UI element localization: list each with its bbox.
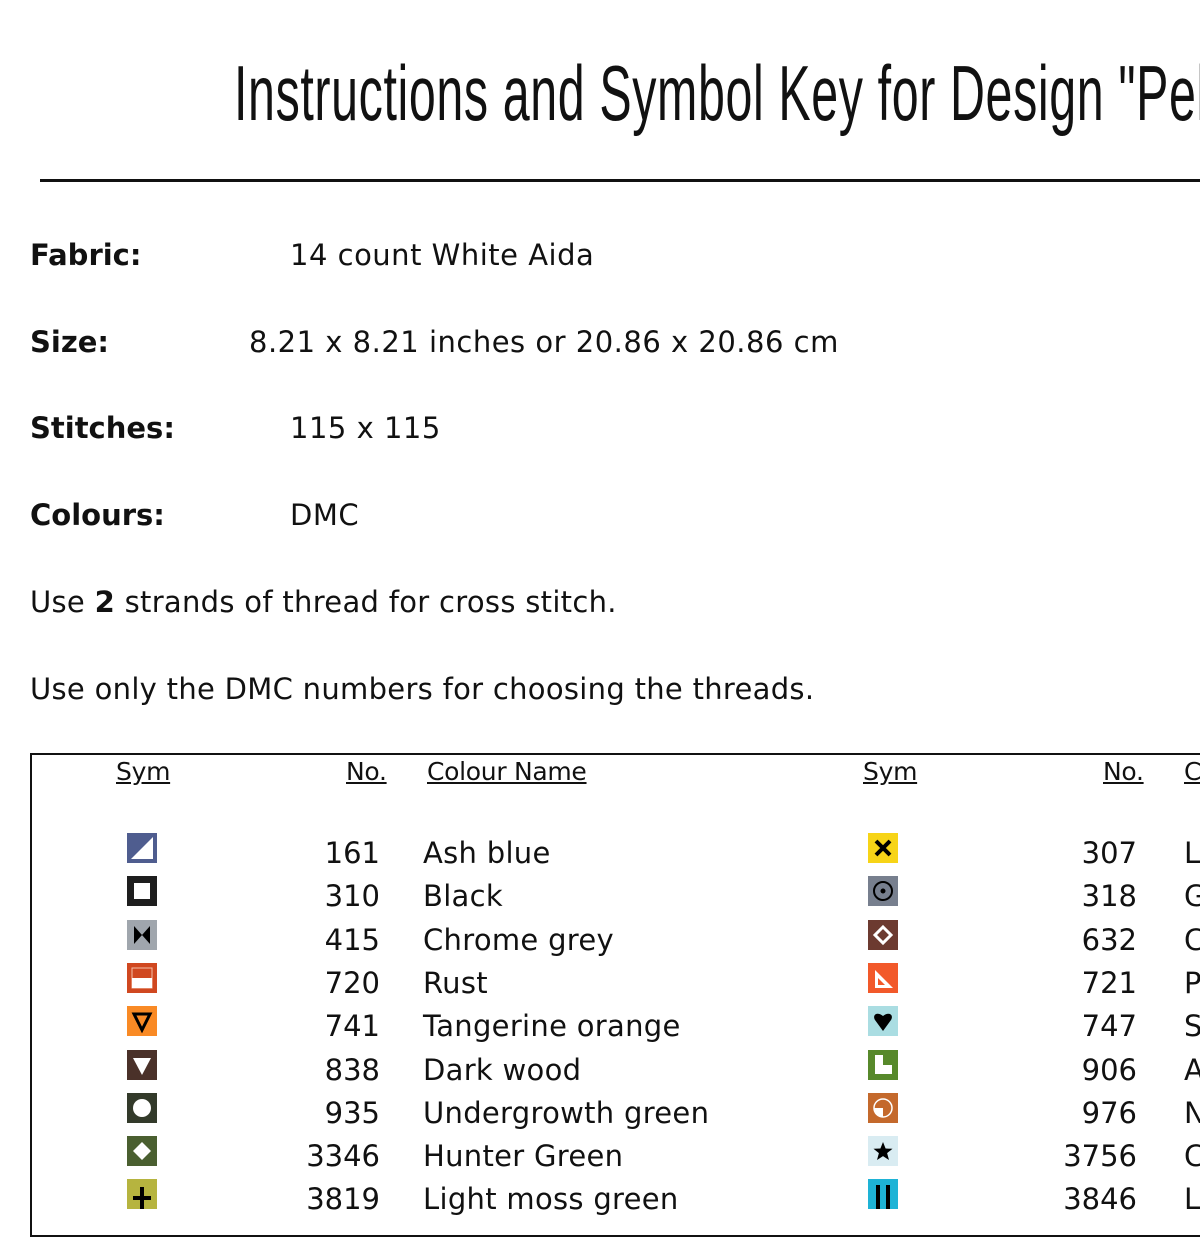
dmc-number: 3756 bbox=[1063, 1139, 1137, 1174]
dmc-number: 307 bbox=[1081, 836, 1137, 870]
bowtie-icon bbox=[127, 919, 157, 950]
header-sym-right: Sym bbox=[863, 757, 918, 786]
title-divider bbox=[40, 179, 1200, 182]
page-title: Instructions and Symbol Key for Design "… bbox=[234, 49, 1200, 137]
colour-name: L bbox=[1184, 836, 1200, 870]
dmc-number: 976 bbox=[1081, 1095, 1137, 1130]
half-rect-icon bbox=[127, 962, 157, 993]
fabric-value: 14 count White Aida bbox=[290, 238, 595, 272]
triangle-down-icon bbox=[127, 1049, 157, 1080]
colour-name: Dark wood bbox=[423, 1052, 582, 1087]
diamond-icon bbox=[127, 1136, 157, 1167]
heart-icon bbox=[868, 1006, 898, 1037]
fabric-label: Fabric: bbox=[30, 238, 142, 272]
dmc-number: 318 bbox=[1081, 879, 1137, 914]
colour-name: S bbox=[1184, 1009, 1200, 1044]
dmc-number: 3819 bbox=[306, 1182, 380, 1217]
quarter-circle-icon bbox=[868, 1092, 898, 1123]
dmc-instruction: Use only the DMC numbers for choosing th… bbox=[30, 672, 815, 706]
dot-circle-icon bbox=[868, 876, 898, 907]
header-sym: Sym bbox=[116, 757, 171, 786]
star-icon bbox=[868, 1136, 898, 1167]
colour-name: A bbox=[1184, 1052, 1200, 1087]
dmc-number: 632 bbox=[1081, 922, 1137, 957]
diamond-outline-icon bbox=[868, 919, 898, 950]
header-no: No. bbox=[346, 757, 387, 786]
half-triangle-icon bbox=[127, 833, 157, 863]
dmc-number: 741 bbox=[324, 1009, 380, 1044]
colour-name: G bbox=[1184, 879, 1200, 914]
colour-name: Undergrowth green bbox=[423, 1095, 710, 1130]
colour-name: L bbox=[1184, 1182, 1200, 1217]
stitches-value: 115 x 115 bbox=[290, 411, 441, 445]
triangle-down-outline-icon bbox=[127, 1006, 157, 1037]
stitches-label: Stitches: bbox=[30, 411, 175, 445]
colour-name: Rust bbox=[423, 965, 488, 1000]
set-square-icon bbox=[868, 962, 898, 993]
text: strands of thread for cross stitch. bbox=[115, 585, 617, 619]
text: Use bbox=[30, 585, 95, 619]
dmc-number: 721 bbox=[1081, 965, 1137, 1000]
dmc-number: 747 bbox=[1081, 1009, 1137, 1044]
square-outline-icon bbox=[127, 876, 157, 907]
header-colour-name-right: C bbox=[1184, 757, 1200, 786]
dmc-number: 838 bbox=[324, 1052, 380, 1087]
colour-name: Ash blue bbox=[423, 836, 551, 870]
colour-name: P bbox=[1184, 965, 1200, 1000]
dmc-number: 3846 bbox=[1063, 1182, 1137, 1217]
size-label: Size: bbox=[30, 325, 109, 359]
colours-label: Colours: bbox=[30, 498, 165, 532]
dmc-number: 720 bbox=[324, 965, 380, 1000]
circle-icon bbox=[127, 1092, 157, 1123]
colour-name: N bbox=[1184, 1095, 1200, 1130]
colour-name: Chrome grey bbox=[423, 922, 614, 957]
size-value: 8.21 x 8.21 inches or 20.86 x 20.86 cm bbox=[249, 325, 839, 359]
colour-name: C bbox=[1184, 922, 1200, 957]
header-colour-name: Colour Name bbox=[427, 757, 587, 786]
header-no-right: No. bbox=[1103, 757, 1144, 786]
colour-name: Black bbox=[423, 879, 503, 914]
colour-name: Hunter Green bbox=[423, 1139, 624, 1174]
u-shape-icon bbox=[868, 1179, 898, 1210]
colour-name: C bbox=[1184, 1139, 1200, 1174]
strands-instruction: Use 2 strands of thread for cross stitch… bbox=[30, 585, 617, 619]
dmc-number: 906 bbox=[1081, 1052, 1137, 1087]
x-icon bbox=[868, 833, 898, 863]
strand-count: 2 bbox=[94, 585, 116, 619]
dmc-number: 3346 bbox=[306, 1139, 380, 1174]
dmc-number: 310 bbox=[324, 879, 380, 914]
colour-name: Tangerine orange bbox=[423, 1009, 681, 1044]
dmc-number: 935 bbox=[324, 1095, 380, 1130]
colour-name: Light moss green bbox=[423, 1182, 679, 1217]
dmc-number: 415 bbox=[324, 922, 380, 957]
dmc-number: 161 bbox=[324, 836, 380, 870]
l-shape-icon bbox=[868, 1049, 898, 1080]
colours-value: DMC bbox=[290, 498, 360, 532]
plus-icon bbox=[127, 1179, 157, 1210]
